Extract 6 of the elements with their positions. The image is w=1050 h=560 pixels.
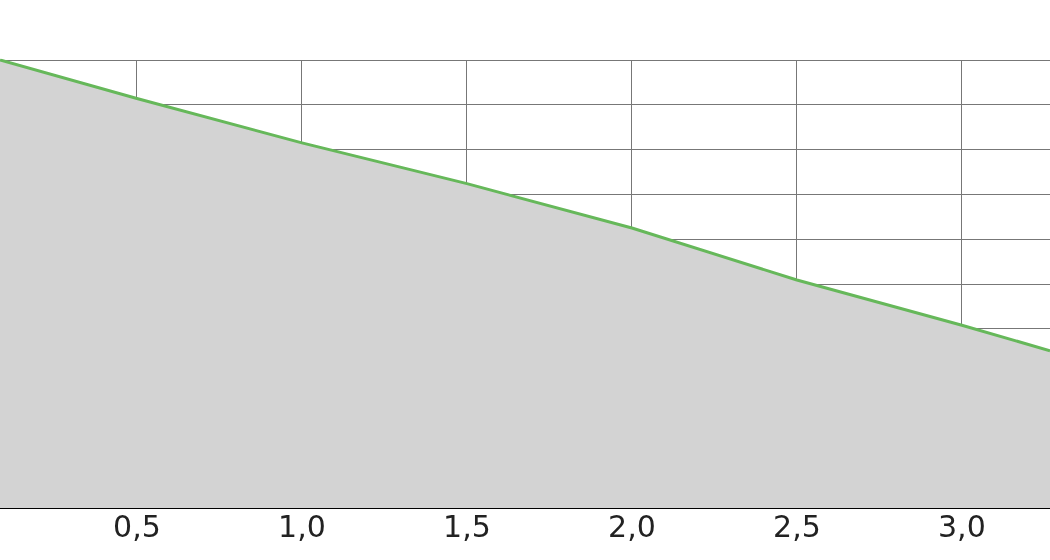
x-tick-label: 2,0 — [608, 508, 656, 544]
x-tick-label: 3,0 — [938, 508, 986, 544]
x-tick-label: 2,5 — [773, 508, 821, 544]
x-tick-label: 1,0 — [278, 508, 326, 544]
x-tick-label: 0,5 — [113, 508, 161, 544]
x-tick-label: 1,5 — [443, 508, 491, 544]
